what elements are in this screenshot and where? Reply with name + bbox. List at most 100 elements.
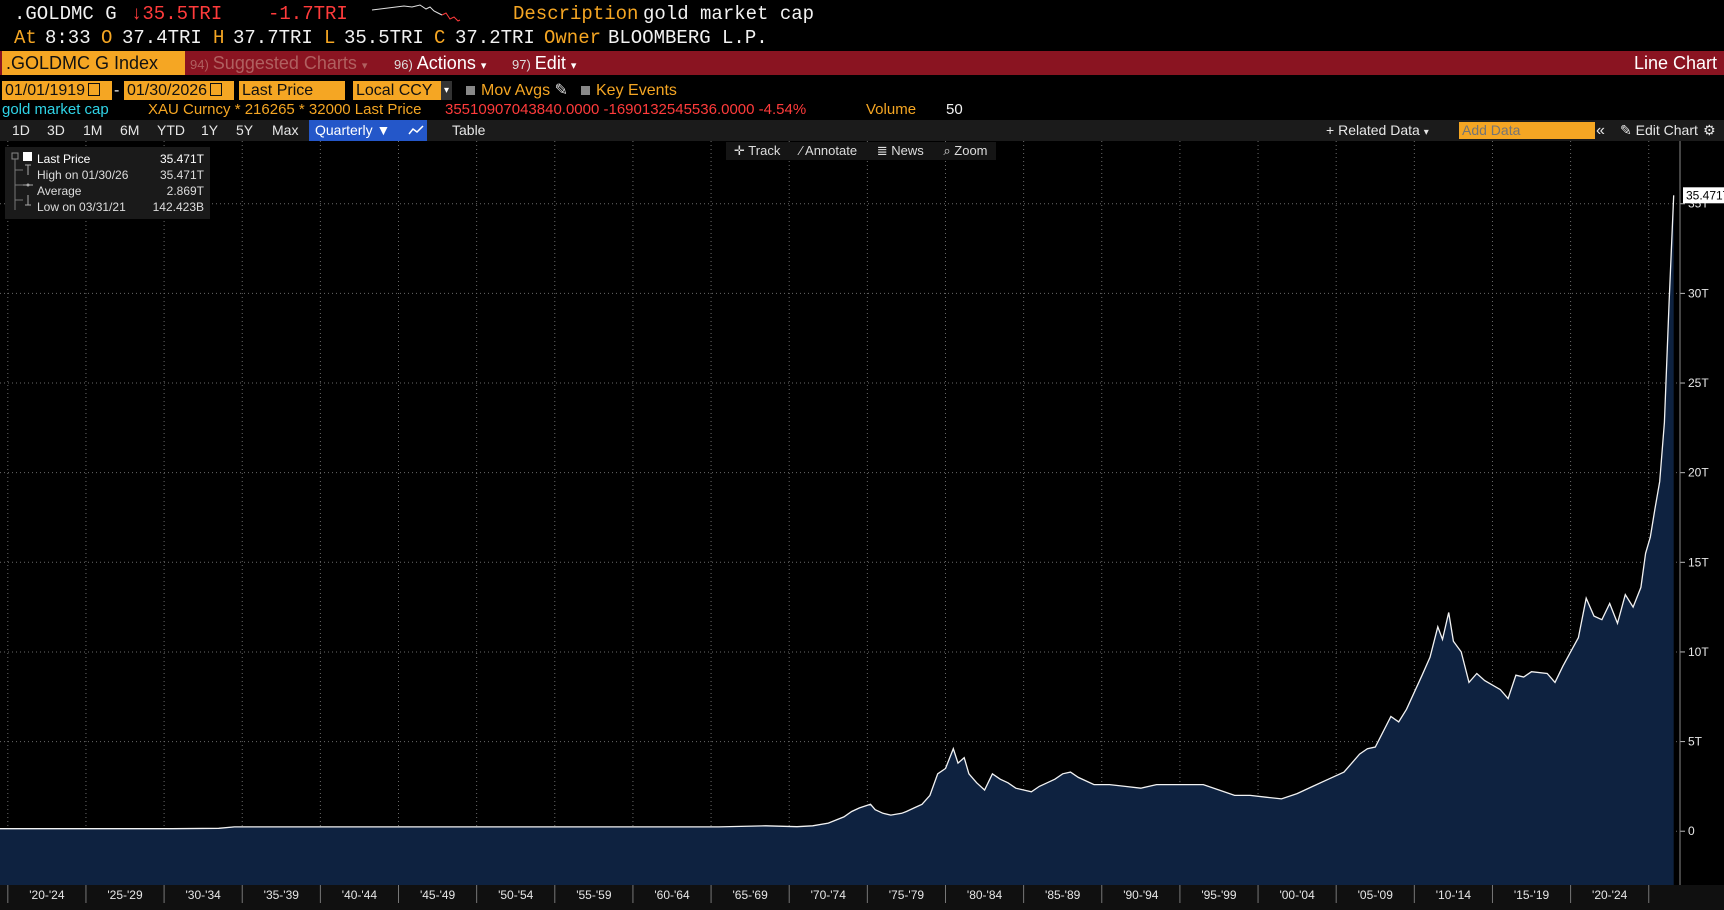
series-name: gold market cap — [2, 101, 109, 118]
x-tick-label: '25-'29 — [107, 888, 143, 902]
edit-label: Edit — [534, 53, 566, 73]
function-menubar: .GOLDMC G Index 94) Suggested Charts ▾ 96… — [0, 51, 1724, 75]
series-line — [0, 195, 1675, 830]
x-tick-label: '20-'24 — [1592, 888, 1628, 902]
security-field[interactable]: .GOLDMC G Index — [2, 51, 185, 75]
pencil-icon: ✎ — [1620, 122, 1632, 138]
chart-type-label: Line Chart — [1634, 53, 1718, 73]
y-tick-label: 0 — [1688, 824, 1695, 838]
chevron-down-icon: ▾ — [1423, 127, 1429, 138]
y-tick-label: 30T — [1688, 286, 1709, 300]
chart-legend[interactable]: Last Price 35.471T High on 01/30/26 35.4… — [5, 147, 210, 219]
ticker-symbol[interactable]: .GOLDMC G — [14, 3, 117, 25]
collapse-icon[interactable]: « — [1596, 122, 1605, 139]
currency-value: Local CCY — [356, 82, 433, 99]
suggested-charts-menu[interactable]: 94) Suggested Charts ▾ — [190, 51, 383, 75]
news-tool[interactable]: ≣ News — [869, 142, 932, 160]
checkbox-icon[interactable] — [581, 86, 590, 95]
x-tick-label: '40-'44 — [342, 888, 378, 902]
chevron-down-icon: ▼ — [376, 122, 391, 138]
legend-average-value: 2.869T — [166, 184, 204, 198]
last-value-tag-box — [1683, 187, 1724, 204]
end-date-value: 01/30/2026 — [127, 82, 208, 99]
edit-chart-button[interactable]: ✎ Edit Chart — [1620, 120, 1698, 141]
zoom-label: Zoom — [954, 143, 988, 158]
edit-menu[interactable]: 97) Edit ▾ — [512, 51, 592, 75]
end-date-field[interactable]: 01/30/2026 — [124, 81, 234, 100]
x-tick-label: '85-'89 — [1045, 888, 1081, 902]
edit-chart-label: Edit Chart — [1635, 122, 1698, 138]
key-events-toggle[interactable]: Key Events — [581, 81, 677, 100]
chevron-down-icon: ▾ — [441, 81, 452, 100]
x-tick-label: '75-'79 — [889, 888, 925, 902]
zoom-tool[interactable]: ⌕ Zoom — [935, 142, 995, 160]
annotate-label: Annotate — [805, 143, 858, 158]
chevron-down-icon: ▾ — [361, 60, 368, 72]
range-1y[interactable]: 1Y — [201, 122, 219, 138]
range-5y[interactable]: 5Y — [236, 122, 254, 138]
x-axis-bar — [0, 885, 1724, 910]
frequency-label: Quarterly — [315, 122, 373, 138]
actions-num: 96) — [394, 57, 413, 72]
table-button[interactable]: Table — [452, 122, 486, 138]
key-events-label: Key Events — [596, 82, 677, 99]
news-icon: ≣ — [876, 143, 888, 158]
pencil-icon[interactable]: ✎ — [554, 82, 568, 99]
annotate-tool[interactable]: ⁄ Annotate — [792, 142, 865, 160]
legend-average-label: Average — [37, 184, 82, 198]
checkbox-icon[interactable] — [466, 86, 475, 95]
volume-value: 50 — [946, 101, 963, 118]
series-area-fill — [0, 195, 1674, 886]
range-max[interactable]: Max — [272, 122, 299, 138]
series-formula: XAU Curncy * 216265 * 32000 Last Price — [148, 101, 422, 118]
mov-avgs-toggle[interactable]: Mov Avgs ✎ — [466, 81, 568, 100]
chart-toolbar: 1D 3D 1M 6M YTD 1Y 5Y Max Quarterly ▼ Ta… — [0, 120, 1724, 141]
actions-label: Actions — [416, 53, 476, 73]
related-data-menu[interactable]: + Related Data ▾ — [1326, 120, 1429, 141]
currency-selector[interactable]: Local CCY ▾ — [353, 81, 452, 100]
date-separator: - — [114, 82, 120, 99]
chart-plot-area[interactable]: 05T10T15T20T25T30T35T35.471T'20-'24'25-'… — [0, 141, 1724, 910]
range-1d[interactable]: 1D — [12, 122, 30, 138]
calendar-icon[interactable] — [88, 83, 101, 96]
field-selector[interactable]: Last Price — [239, 81, 345, 100]
x-tick-label: '15-'19 — [1514, 888, 1550, 902]
add-data-input[interactable] — [1459, 122, 1595, 139]
at-label: At — [14, 27, 37, 49]
last-price: ↓35.5TRI — [131, 3, 223, 25]
owner-label: Owner — [544, 27, 602, 49]
low-value: 35.5TRI — [344, 27, 424, 49]
line-chart-icon[interactable] — [405, 120, 427, 141]
start-date-field[interactable]: 01/01/1919 — [2, 81, 112, 100]
high-value: 37.7TRI — [233, 27, 313, 49]
chevron-down-icon: ▾ — [480, 60, 487, 72]
close-value: 37.2TRI — [455, 27, 535, 49]
description-label: Description — [513, 3, 639, 25]
magnifier-icon: ⌕ — [943, 143, 951, 158]
y-tick-label: 15T — [1688, 555, 1709, 569]
y-tick-label: 5T — [1688, 735, 1703, 749]
range-1m[interactable]: 1M — [83, 122, 103, 138]
x-tick-label: '35-'39 — [264, 888, 300, 902]
legend-last-value: 35.471T — [159, 152, 204, 166]
gear-icon[interactable]: ⚙ — [1703, 122, 1716, 138]
low-label: L — [324, 27, 336, 49]
x-tick-label: '50-'54 — [498, 888, 534, 902]
description-value: gold market cap — [643, 3, 815, 25]
range-6m[interactable]: 6M — [120, 122, 140, 138]
range-3d[interactable]: 3D — [47, 122, 65, 138]
x-tick-label: '05-'09 — [1358, 888, 1394, 902]
legend-low-label: Low on 03/31/21 — [37, 200, 126, 214]
open-value: 37.4TRI — [122, 27, 202, 49]
track-tool[interactable]: ✛ Track — [726, 142, 788, 160]
y-tick-label: 10T — [1688, 645, 1709, 659]
x-tick-label: '00-'04 — [1279, 888, 1315, 902]
actions-menu[interactable]: 96) Actions ▾ — [394, 51, 502, 75]
x-tick-label: '55-'59 — [576, 888, 612, 902]
x-tick-label: '45-'49 — [420, 888, 456, 902]
quote-time: 8:33 — [45, 27, 91, 49]
legend-high-label: High on 01/30/26 — [37, 168, 129, 182]
frequency-selector[interactable]: Quarterly ▼ — [309, 120, 410, 141]
calendar-icon[interactable] — [210, 83, 223, 96]
range-ytd[interactable]: YTD — [157, 122, 185, 138]
